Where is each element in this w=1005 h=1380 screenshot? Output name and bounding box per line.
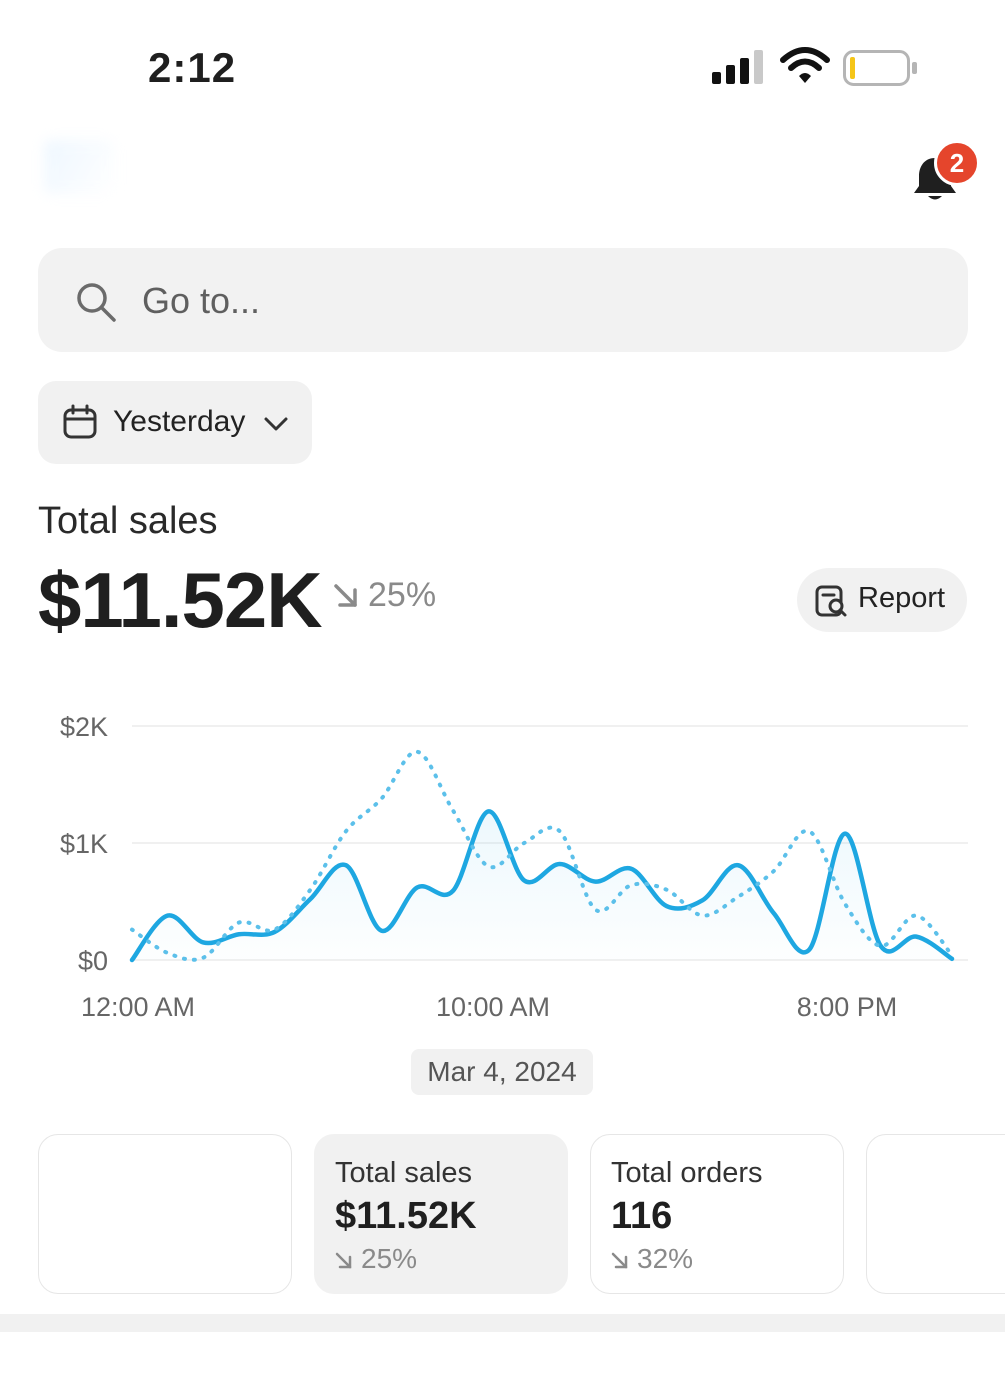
date-range-button[interactable] <box>38 381 312 464</box>
metric-card-hidden-left[interactable] <box>38 1134 292 1294</box>
cellular-signal-icon <box>712 50 763 84</box>
y-tick-label: $1K <box>60 829 108 859</box>
arrow-down-right-icon <box>335 1252 352 1268</box>
battery-icon <box>843 50 917 86</box>
sales-line-chart[interactable]: $0 $1K $2K 12:00 AM 10:00 AM 8:00 PM <box>0 690 1005 1040</box>
notification-badge: 2 <box>934 140 980 186</box>
card-title: Total sales <box>335 1157 473 1189</box>
chart-series <box>129 749 955 963</box>
x-tick-label: 12:00 AM <box>81 992 195 1022</box>
date-range-label: Yesterday <box>113 405 246 438</box>
x-tick-label: 8:00 PM <box>797 992 898 1022</box>
card-trend-value: 25% <box>361 1243 418 1274</box>
series-line-current <box>129 809 955 963</box>
section-divider <box>0 1314 1005 1332</box>
card-trend-value: 32% <box>637 1243 694 1274</box>
orders-to-fulfill-row-partial[interactable] <box>0 1332 1005 1380</box>
report-button[interactable] <box>797 568 967 632</box>
chart-x-axis: 12:00 AM 10:00 AM 8:00 PM <box>81 992 897 1022</box>
total-sales-value: $11.52K <box>38 556 323 644</box>
search-icon <box>77 283 116 322</box>
x-tick-label: 10:00 AM <box>436 992 550 1022</box>
report-icon <box>815 585 847 617</box>
metric-card-total-orders[interactable]: Total orders 116 32% <box>590 1134 844 1294</box>
y-tick-label: $0 <box>78 946 108 976</box>
chart-y-axis: $0 $1K $2K <box>60 712 108 976</box>
wifi-icon <box>780 47 830 83</box>
y-tick-label: $2K <box>60 712 108 742</box>
calendar-icon <box>63 404 97 439</box>
chart-date-label[interactable]: Mar 4, 2024 <box>411 1049 593 1095</box>
total-sales-change: 25% <box>368 576 437 614</box>
card-value: $11.52K <box>335 1195 477 1237</box>
metric-card-hidden-right[interactable] <box>866 1134 1005 1294</box>
store-logo[interactable] <box>44 140 114 194</box>
card-title: Total orders <box>611 1157 763 1189</box>
search-input[interactable] <box>142 276 842 326</box>
status-time: 2:12 <box>148 44 237 91</box>
card-trend: 25% <box>335 1243 417 1275</box>
total-sales-label: Total sales <box>38 500 218 542</box>
report-button-label: Report <box>858 582 946 614</box>
card-trend: 32% <box>611 1243 693 1275</box>
arrow-down-right-icon <box>611 1252 628 1268</box>
chevron-down-icon <box>264 417 288 431</box>
arrow-down-right-icon <box>334 584 357 607</box>
series-line-comparison <box>130 749 954 962</box>
series-area-fill <box>132 811 952 960</box>
card-value: 116 <box>611 1195 673 1237</box>
metric-card-total-sales[interactable]: Total sales $11.52K 25% <box>314 1134 568 1294</box>
